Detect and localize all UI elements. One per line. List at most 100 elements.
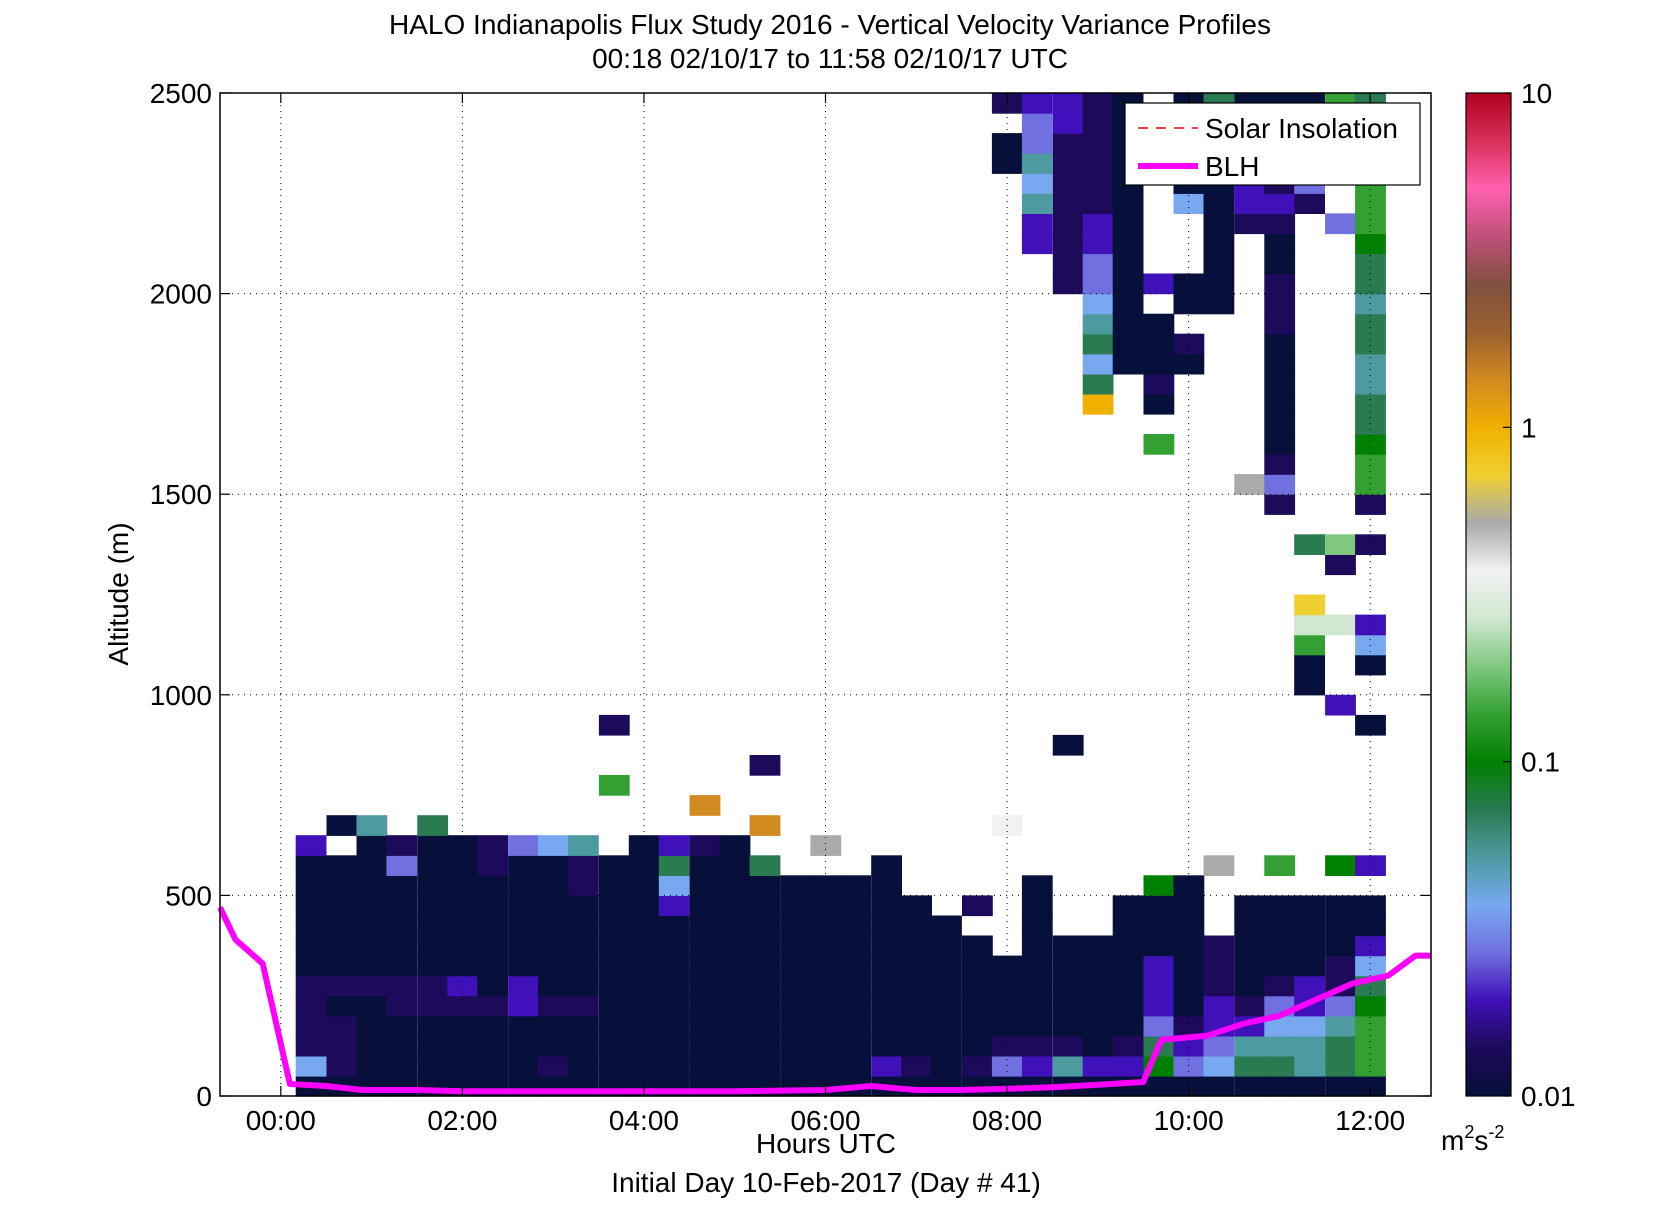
heatmap-cell: [1234, 193, 1266, 214]
heatmap-cell: [991, 1015, 1023, 1037]
heatmap-cell: [931, 935, 962, 957]
heatmap-cell: [568, 895, 599, 917]
colorbar: [1466, 93, 1511, 1096]
heatmap-cell: [658, 855, 690, 876]
heatmap-cell: [1082, 393, 1114, 415]
heatmap-cell: [386, 1015, 418, 1037]
heatmap-cell: [1143, 333, 1175, 355]
y-tick-label: 500: [165, 880, 212, 911]
heatmap-cell: [326, 1035, 358, 1057]
heatmap-cell: [295, 935, 327, 957]
heatmap-cell: [417, 995, 449, 1017]
heatmap-cell: [1325, 534, 1356, 555]
heatmap-cell: [1264, 935, 1296, 957]
heatmap-cell: [295, 955, 327, 977]
heatmap-cell: [689, 795, 721, 816]
heatmap-cell: [991, 1055, 1023, 1077]
heatmap-cell: [508, 935, 539, 957]
heatmap-cell: [1203, 293, 1235, 315]
heatmap-cell: [1143, 935, 1175, 957]
heatmap-cell: [901, 1055, 932, 1077]
heatmap-cell: [1325, 955, 1356, 977]
heatmap-cell: [689, 1035, 721, 1057]
heatmap-cell: [598, 955, 630, 977]
heatmap-cell: [628, 1035, 660, 1057]
heatmap-cell: [719, 855, 751, 876]
heatmap-cell: [386, 1075, 418, 1097]
heatmap-cell: [962, 995, 993, 1017]
heatmap-cell: [1294, 614, 1325, 636]
heatmap-cell: [417, 915, 449, 937]
heatmap-cell: [1021, 975, 1053, 997]
heatmap-cell: [386, 835, 418, 856]
heatmap-cell: [326, 815, 358, 836]
heatmap-cell: [658, 995, 690, 1017]
heatmap-cell: [477, 1035, 508, 1057]
heatmap-cell: [295, 875, 327, 896]
heatmap-cell: [1143, 373, 1175, 395]
heatmap-cell: [1082, 213, 1114, 235]
heatmap-cell: [1325, 1055, 1356, 1077]
heatmap-cell: [931, 1075, 962, 1097]
heatmap-cell: [1264, 313, 1296, 335]
heatmap-cell: [356, 835, 388, 856]
heatmap-cell: [658, 915, 690, 937]
heatmap-cell: [689, 915, 721, 937]
heatmap-cell: [749, 855, 781, 876]
heatmap-cell: [689, 935, 721, 957]
colorbar-tick-label: 0.01: [1521, 1081, 1576, 1112]
heatmap-cell: [447, 855, 479, 876]
heatmap-cell: [780, 1055, 812, 1077]
heatmap-cell: [386, 935, 418, 957]
heatmap-cell: [477, 895, 508, 917]
chart-subtitle: 00:18 02/10/17 to 11:58 02/10/17 UTC: [592, 43, 1068, 74]
heatmap-cell: [1355, 654, 1386, 676]
heatmap-cell: [1052, 133, 1084, 154]
heatmap-cell: [1143, 995, 1175, 1017]
heatmap-cell: [1355, 253, 1386, 275]
heatmap-cell: [628, 995, 660, 1017]
heatmap-cell: [1082, 273, 1114, 295]
legend-box: [1124, 102, 1421, 186]
heatmap-cell: [568, 915, 599, 937]
heatmap-cell: [1234, 895, 1266, 917]
colorbar-unit: m2s-2: [1441, 1122, 1504, 1156]
heatmap-cell: [1021, 153, 1053, 174]
heatmap-cell: [719, 975, 751, 997]
heatmap-cell: [658, 875, 690, 896]
heatmap-cell: [962, 1035, 993, 1057]
colorbar-tick-label: 1: [1521, 412, 1537, 443]
heatmap-cell: [1021, 895, 1053, 917]
heatmap-cell: [1112, 915, 1144, 937]
heatmap-cell: [719, 995, 751, 1017]
heatmap-cell: [871, 895, 902, 917]
heatmap-cell: [962, 895, 993, 917]
heatmap-cell: [749, 975, 781, 997]
heatmap-cell: [991, 975, 1023, 997]
heatmap-cell: [1355, 714, 1386, 736]
heatmap-cell: [447, 995, 479, 1017]
heatmap-cell: [326, 915, 358, 937]
heatmap-cell: [1355, 1055, 1386, 1077]
heatmap-cell: [780, 875, 812, 896]
heatmap-cell: [1173, 273, 1205, 295]
heatmap-cell: [1082, 1055, 1114, 1077]
heatmap-cell: [1082, 233, 1114, 255]
heatmap-cell: [477, 855, 508, 876]
heatmap-cell: [719, 915, 751, 937]
heatmap-cell: [356, 855, 388, 876]
heatmap-cell: [1173, 995, 1205, 1017]
heatmap-cell: [477, 955, 508, 977]
heatmap-cell: [356, 995, 388, 1017]
heatmap-cell: [326, 855, 358, 876]
heatmap-cell: [749, 755, 781, 776]
heatmap-cell: [1052, 153, 1084, 174]
heatmap-cell: [326, 955, 358, 977]
heatmap-cell: [810, 835, 842, 856]
heatmap-cell: [1325, 895, 1356, 917]
heatmap-cell: [1294, 1075, 1325, 1097]
heatmap-cell: [508, 1035, 539, 1057]
heatmap-cell: [1112, 253, 1144, 275]
heatmap-cell: [1021, 213, 1053, 235]
heatmap-cell: [1082, 153, 1114, 174]
